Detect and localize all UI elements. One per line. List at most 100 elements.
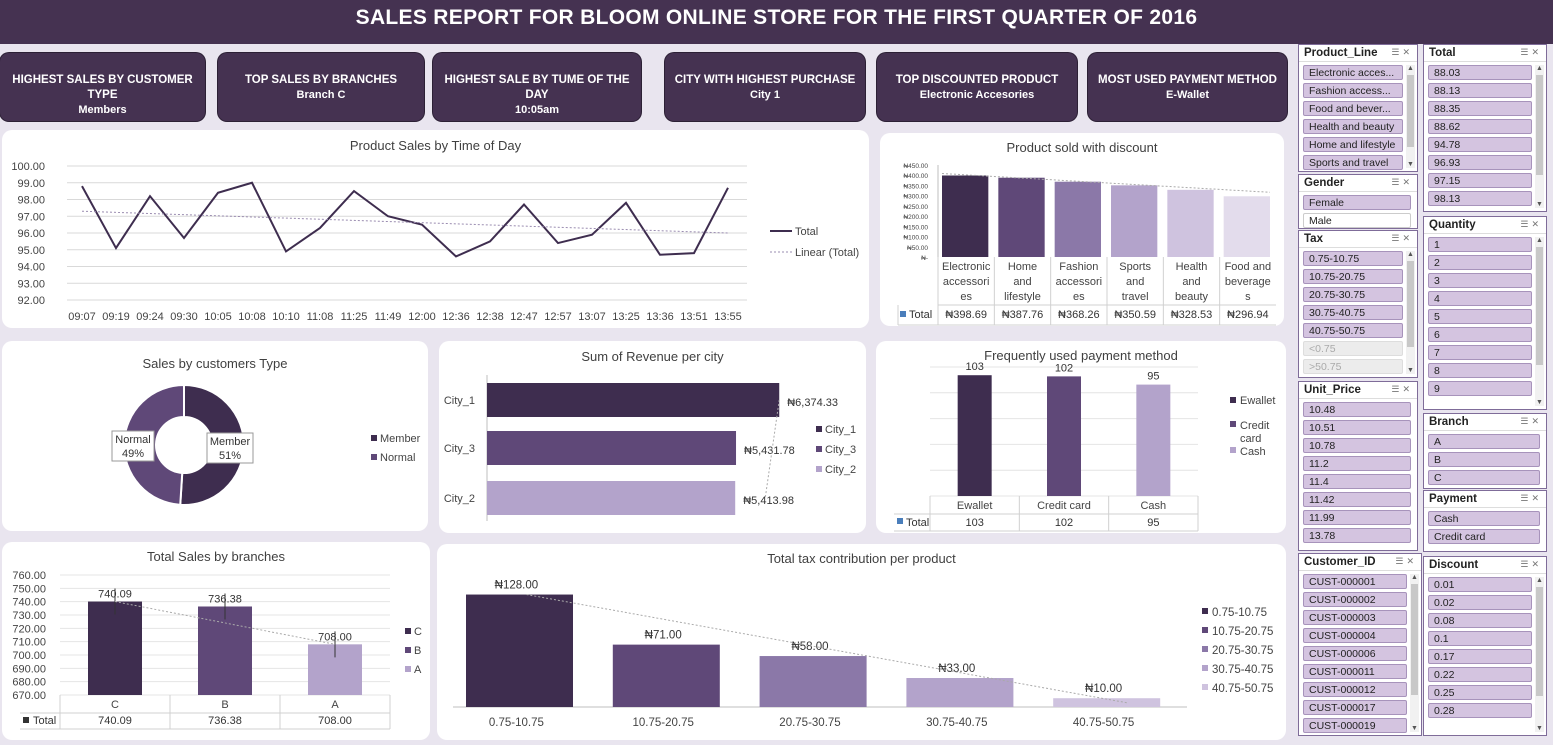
slicer-branch[interactable]: Branch ☰✕ A B C [1423,413,1547,489]
slicer-item[interactable]: 40.75-50.75 [1303,323,1403,338]
scroll-thumb[interactable] [1407,75,1414,148]
clear-filter-icon[interactable]: ☰✕ [1395,556,1417,566]
slicer-discount[interactable]: Discount ☰✕ 0.01 0.02 0.08 0.1 0.17 0.22 0.25 0.2… [1423,556,1547,736]
chart-customer-type[interactable]: Sales by customers Type Member 51% Normal 4… [2,341,428,531]
slicer-item[interactable]: 4 [1428,291,1532,306]
scroll-thumb[interactable] [1536,247,1543,366]
slicer-item[interactable]: 94.78 [1428,137,1532,152]
slicer-item[interactable]: CUST-000011 [1303,664,1407,679]
scrollbar[interactable]: ▲ ▼ [1410,574,1419,732]
clear-filter-icon[interactable]: ☰✕ [1391,384,1413,394]
slicer-item[interactable]: 88.35 [1428,101,1532,116]
slicer-item[interactable]: CUST-000006 [1303,646,1407,661]
slicer-item[interactable]: 2 [1428,255,1532,270]
slicer-item[interactable]: 88.03 [1428,65,1532,80]
slicer-item[interactable]: 13.78 [1303,528,1411,543]
slicer-item[interactable]: CUST-000001 [1303,574,1407,589]
slicer-item[interactable]: 1 [1428,237,1532,252]
slicer-item[interactable]: Credit card [1428,529,1540,544]
slicer-quantity[interactable]: Quantity ☰✕ 1 2 3 4 5 6 7 8 9 ▲ ▼ [1423,216,1547,410]
clear-filter-icon[interactable]: ☰✕ [1391,177,1413,187]
slicer-item[interactable]: 0.08 [1428,613,1532,628]
slicer-item[interactable]: CUST-000002 [1303,592,1407,607]
slicer-item[interactable]: 0.75-10.75 [1303,251,1403,266]
slicer-gender[interactable]: Gender ☰✕ Female Male [1298,174,1418,229]
slicer-item[interactable]: Home and lifestyle [1303,137,1403,152]
slicer-item[interactable]: 7 [1428,345,1532,360]
scrollbar[interactable]: ▲ ▼ [1535,237,1544,406]
slicer-item[interactable]: Sports and travel [1303,155,1403,170]
clear-filter-icon[interactable]: ☰✕ [1391,233,1413,243]
scroll-up-icon[interactable]: ▲ [1407,65,1414,72]
slicer-item[interactable]: 97.15 [1428,173,1532,188]
slicer-item[interactable]: 30.75-40.75 [1303,305,1403,320]
slicer-item[interactable]: 88.13 [1428,83,1532,98]
scrollbar[interactable]: ▲ ▼ [1535,577,1544,732]
slicer-item[interactable]: <0.75 [1303,341,1403,356]
scroll-down-icon[interactable]: ▼ [1407,367,1414,374]
slicer-item[interactable]: B [1428,452,1540,467]
slicer-item[interactable]: 8 [1428,363,1532,378]
scroll-up-icon[interactable]: ▲ [1407,251,1414,258]
slicer-customer-id[interactable]: Customer_ID ☰✕ CUST-000001 CUST-000002 CUST-… [1298,553,1422,736]
slicer-item[interactable]: 11.99 [1303,510,1411,525]
slicer-item[interactable]: CUST-000019 [1303,718,1407,733]
slicer-item[interactable]: C [1428,470,1540,485]
slicer-item[interactable]: >50.75 [1303,359,1403,374]
slicer-item[interactable]: 0.02 [1428,595,1532,610]
slicer-tax[interactable]: Tax ☰✕ 0.75-10.75 10.75-20.75 20.75-30.75 30.… [1298,230,1418,378]
slicer-item[interactable]: 5 [1428,309,1532,324]
slicer-total[interactable]: Total ☰✕ 88.03 88.13 88.35 88.62 94.78 96.93 97.… [1423,44,1547,212]
slicer-item[interactable]: Male [1303,213,1411,228]
slicer-item[interactable]: CUST-000017 [1303,700,1407,715]
scroll-up-icon[interactable]: ▲ [1411,574,1418,581]
slicer-item[interactable]: CUST-000003 [1303,610,1407,625]
slicer-item[interactable]: 9 [1428,381,1532,396]
slicer-item[interactable]: 10.75-20.75 [1303,269,1403,284]
slicer-item[interactable]: 10.51 [1303,420,1411,435]
slicer-item[interactable]: Health and beauty [1303,119,1403,134]
clear-filter-icon[interactable]: ☰✕ [1520,47,1542,57]
slicer-item[interactable]: Female [1303,195,1411,210]
chart-payment-method[interactable]: Frequently used payment method 103 Ewalle… [876,341,1286,533]
scroll-down-icon[interactable]: ▼ [1536,725,1543,732]
slicer-item[interactable]: 6 [1428,327,1532,342]
chart-sales-branches[interactable]: Total Sales by branches 760.00 750.00 740.… [2,542,430,740]
scroll-up-icon[interactable]: ▲ [1536,65,1543,72]
slicer-item[interactable]: 0.17 [1428,649,1532,664]
scroll-thumb[interactable] [1536,587,1543,696]
slicer-item[interactable]: 20.75-30.75 [1303,287,1403,302]
scroll-thumb[interactable] [1536,75,1543,176]
scrollbar[interactable]: ▲ ▼ [1406,65,1415,168]
scroll-down-icon[interactable]: ▼ [1407,161,1414,168]
clear-filter-icon[interactable]: ☰✕ [1520,219,1542,229]
scroll-down-icon[interactable]: ▼ [1536,201,1543,208]
slicer-item[interactable]: Cash [1428,511,1540,526]
slicer-product-line[interactable]: Product_Line ☰✕ Electronic acces... Fashion… [1298,44,1418,172]
slicer-item[interactable]: 0.1 [1428,631,1532,646]
slicer-item[interactable]: 11.2 [1303,456,1411,471]
slicer-item[interactable]: 11.42 [1303,492,1411,507]
slicer-item[interactable]: CUST-000012 [1303,682,1407,697]
chart-sales-by-time[interactable]: Product Sales by Time of Day 100.00 99.00… [2,130,869,328]
scroll-up-icon[interactable]: ▲ [1536,577,1543,584]
slicer-payment[interactable]: Payment ☰✕ Cash Credit card [1423,490,1547,552]
scroll-up-icon[interactable]: ▲ [1536,237,1543,244]
clear-filter-icon[interactable]: ☰✕ [1391,47,1413,57]
scroll-down-icon[interactable]: ▼ [1411,725,1418,732]
slicer-item[interactable]: A [1428,434,1540,449]
slicer-item[interactable]: 0.22 [1428,667,1532,682]
scroll-thumb[interactable] [1407,261,1414,348]
slicer-item[interactable]: 11.4 [1303,474,1411,489]
slicer-item[interactable]: 0.25 [1428,685,1532,700]
slicer-item[interactable]: 10.48 [1303,402,1411,417]
clear-filter-icon[interactable]: ☰✕ [1520,416,1542,426]
slicer-item[interactable]: 88.62 [1428,119,1532,134]
slicer-unit-price[interactable]: Unit_Price ☰✕ 10.48 10.51 10.78 11.2 11.4 11.42… [1298,381,1418,551]
slicer-item[interactable]: 98.13 [1428,191,1532,206]
chart-tax-contribution[interactable]: Total tax contribution per product ₦128.… [437,544,1286,740]
slicer-item[interactable]: 96.93 [1428,155,1532,170]
slicer-item[interactable]: CUST-000004 [1303,628,1407,643]
scroll-down-icon[interactable]: ▼ [1536,399,1543,406]
slicer-item[interactable]: Food and bever... [1303,101,1403,116]
